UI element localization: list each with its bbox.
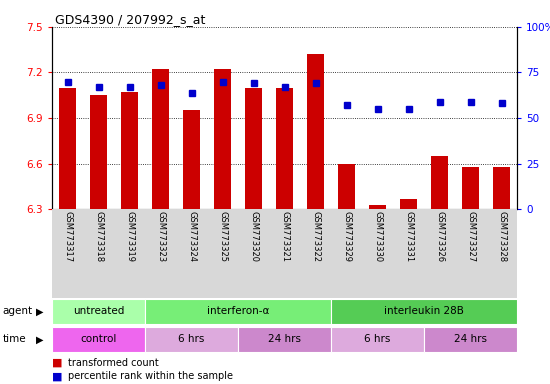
Bar (462, 167, 479, 209)
Bar (145, 209, 176, 298)
Bar (121, 92, 138, 209)
Text: GSM773325: GSM773325 (218, 211, 227, 262)
Text: GDS4390 / 207992_s_at: GDS4390 / 207992_s_at (55, 13, 205, 26)
Text: ■: ■ (52, 371, 63, 381)
Bar (269, 209, 300, 298)
Bar (424, 209, 455, 298)
Text: 24 hrs: 24 hrs (454, 334, 487, 344)
Bar (114, 209, 145, 298)
Bar (493, 167, 510, 209)
Bar (176, 209, 207, 298)
Text: agent: agent (3, 306, 33, 316)
Text: untreated: untreated (73, 306, 124, 316)
Bar (307, 54, 324, 209)
Bar (145, 299, 331, 324)
Text: interleukin 28B: interleukin 28B (384, 306, 464, 316)
Bar (52, 327, 145, 352)
Text: 6 hrs: 6 hrs (179, 334, 205, 344)
Text: percentile rank within the sample: percentile rank within the sample (68, 371, 233, 381)
Text: control: control (80, 334, 117, 344)
Text: GSM773330: GSM773330 (373, 211, 382, 262)
Bar (276, 88, 293, 209)
Bar (238, 209, 269, 298)
Bar (90, 95, 107, 209)
Bar (455, 209, 486, 298)
Bar (424, 327, 517, 352)
Bar (338, 164, 355, 209)
Text: ■: ■ (52, 358, 63, 368)
Text: GSM773322: GSM773322 (311, 211, 320, 262)
Text: GSM773323: GSM773323 (156, 211, 165, 262)
Bar (59, 88, 76, 209)
Text: ▶: ▶ (36, 306, 43, 316)
Bar (145, 327, 238, 352)
Bar (214, 70, 231, 209)
Text: interferon-α: interferon-α (207, 306, 270, 316)
Text: GSM773319: GSM773319 (125, 211, 134, 262)
Text: time: time (3, 334, 26, 344)
Bar (486, 209, 517, 298)
Bar (369, 205, 386, 209)
Text: 24 hrs: 24 hrs (268, 334, 301, 344)
Bar (238, 327, 331, 352)
Bar (362, 209, 393, 298)
Bar (431, 156, 448, 209)
Bar (300, 209, 331, 298)
Text: GSM773324: GSM773324 (187, 211, 196, 262)
Text: GSM773326: GSM773326 (435, 211, 444, 262)
Bar (331, 209, 362, 298)
Text: GSM773317: GSM773317 (63, 211, 72, 262)
Text: ▶: ▶ (36, 334, 43, 344)
Text: GSM773327: GSM773327 (466, 211, 475, 262)
Text: GSM773318: GSM773318 (94, 211, 103, 262)
Text: 6 hrs: 6 hrs (365, 334, 390, 344)
Text: GSM773321: GSM773321 (280, 211, 289, 262)
Text: transformed count: transformed count (68, 358, 158, 368)
Bar (52, 209, 83, 298)
Text: GSM773328: GSM773328 (497, 211, 506, 262)
Bar (331, 327, 424, 352)
Bar (245, 88, 262, 209)
Text: GSM773329: GSM773329 (342, 211, 351, 262)
Text: GSM773331: GSM773331 (404, 211, 413, 262)
Bar (400, 199, 417, 209)
Bar (331, 299, 517, 324)
Bar (152, 70, 169, 209)
Bar (83, 209, 114, 298)
Bar (393, 209, 424, 298)
Bar (183, 111, 200, 209)
Bar (207, 209, 238, 298)
Bar (52, 299, 145, 324)
Text: GSM773320: GSM773320 (249, 211, 258, 262)
